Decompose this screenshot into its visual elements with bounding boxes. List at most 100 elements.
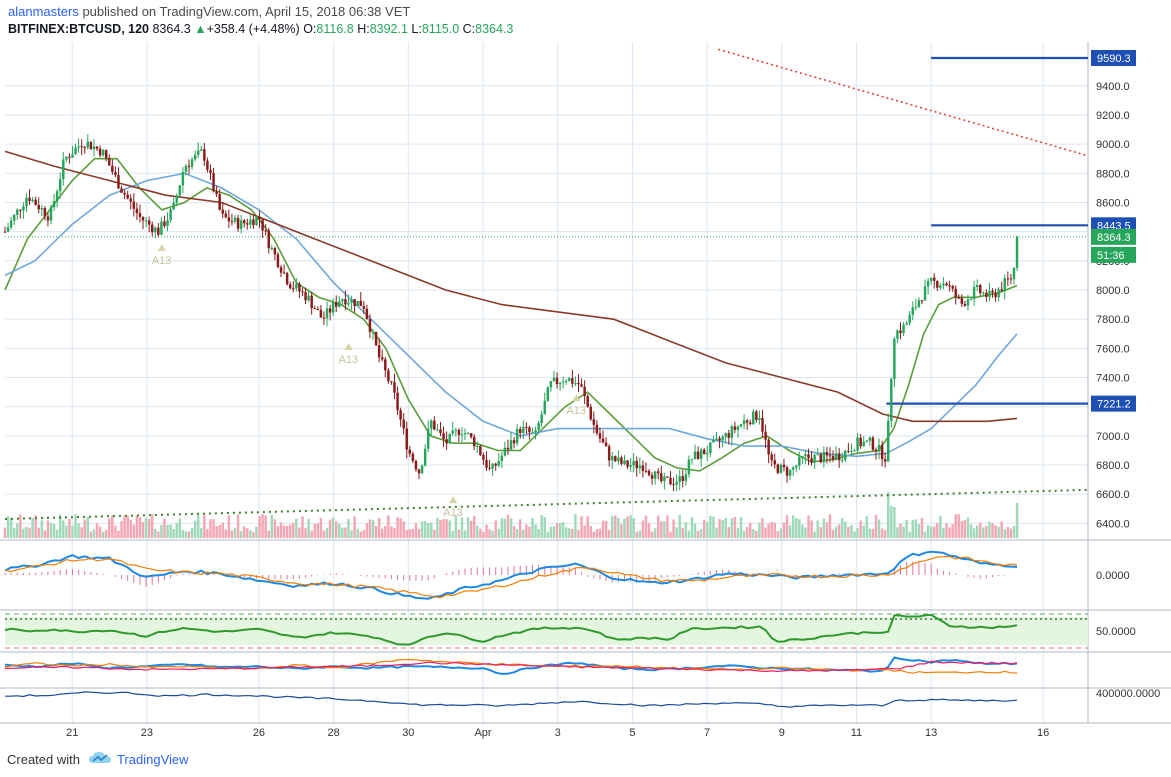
candle-body bbox=[58, 179, 62, 192]
volume-bar bbox=[313, 523, 316, 538]
candle-body bbox=[801, 456, 804, 458]
price-tick: 9000.0 bbox=[1096, 139, 1130, 151]
candle-body bbox=[985, 292, 988, 297]
volume-bar bbox=[40, 520, 44, 538]
tradingview-brand[interactable]: TradingView bbox=[117, 752, 189, 767]
volume-bar bbox=[583, 525, 586, 538]
volume-bar bbox=[752, 529, 755, 538]
volume-bar bbox=[68, 518, 71, 538]
candle-body bbox=[224, 213, 228, 218]
candle-body bbox=[22, 206, 25, 211]
price-axis[interactable]: 9400.09200.09000.08800.08600.08400.08200… bbox=[1091, 50, 1136, 530]
volume-bar bbox=[169, 524, 172, 538]
candle-body bbox=[319, 309, 323, 318]
candle-body bbox=[166, 220, 169, 227]
volume-bar bbox=[108, 518, 111, 538]
candle-body bbox=[948, 285, 951, 287]
candle-body bbox=[163, 221, 166, 227]
volume-bar bbox=[384, 525, 387, 538]
time-tick: 16 bbox=[1037, 727, 1049, 739]
volume-bar bbox=[203, 514, 206, 538]
candle-body bbox=[574, 382, 577, 384]
candle-body bbox=[1012, 267, 1016, 280]
volume-bar bbox=[181, 530, 185, 538]
candle-body bbox=[715, 438, 718, 440]
candle-body bbox=[384, 359, 387, 371]
volume-bar bbox=[558, 523, 562, 538]
candle-body bbox=[1009, 278, 1013, 280]
volume-bar bbox=[135, 515, 139, 538]
volume-bar bbox=[316, 523, 320, 538]
price-tick: 8600.0 bbox=[1096, 197, 1130, 209]
candle-body bbox=[215, 191, 218, 195]
time-axis[interactable]: 21 23 26 28 30 Apr 3 5 7 9 11 13 16 bbox=[66, 727, 1049, 739]
candle-body bbox=[423, 448, 427, 466]
volume-bar bbox=[957, 514, 961, 538]
candle-body bbox=[770, 454, 773, 461]
volume-bar bbox=[77, 523, 80, 538]
candle-body bbox=[791, 467, 795, 470]
candle-body bbox=[359, 300, 362, 307]
candle-body bbox=[83, 147, 86, 149]
volume-bar bbox=[479, 528, 482, 538]
candle-body bbox=[86, 141, 90, 148]
candle-body bbox=[43, 208, 47, 217]
candle-body bbox=[877, 444, 881, 452]
volume-bar bbox=[758, 522, 761, 538]
author-name[interactable]: alanmasters bbox=[8, 4, 79, 19]
candle-body bbox=[767, 439, 770, 455]
price-tick: 9200.0 bbox=[1096, 110, 1130, 122]
volume-bar bbox=[374, 526, 378, 538]
candle-body bbox=[236, 217, 240, 229]
volume-bar bbox=[319, 517, 323, 538]
candle-body bbox=[362, 306, 366, 309]
candle-body bbox=[123, 192, 126, 195]
candle-body bbox=[488, 467, 491, 469]
candle-body bbox=[304, 292, 307, 301]
volume-bar bbox=[638, 530, 642, 538]
volume-bar bbox=[764, 527, 767, 538]
candle-body bbox=[742, 420, 746, 425]
volume-bar bbox=[249, 530, 252, 538]
trading-chart[interactable]: A13 A13 A13 A13 0.0000 50.0000 400000.0000 94… bbox=[0, 0, 1171, 740]
volume-bar bbox=[310, 530, 313, 538]
candle-body bbox=[160, 221, 163, 235]
candle-body bbox=[255, 216, 258, 226]
candle-body bbox=[328, 308, 332, 313]
candle-body bbox=[580, 384, 583, 387]
candle-body bbox=[696, 451, 700, 459]
volume-bar bbox=[650, 531, 654, 538]
candle-body bbox=[405, 428, 408, 450]
volume-bar bbox=[883, 530, 887, 538]
candle-body bbox=[871, 437, 875, 450]
volume-bar bbox=[779, 528, 783, 538]
volume-bar bbox=[322, 530, 326, 538]
candle-body bbox=[184, 165, 188, 172]
volume-bars bbox=[3, 491, 1019, 538]
candle-body bbox=[598, 433, 602, 439]
candle-body bbox=[497, 461, 500, 466]
candle-body bbox=[804, 454, 807, 457]
low-value: 8115.0 bbox=[421, 22, 460, 36]
candle-body bbox=[939, 285, 942, 288]
candle-body bbox=[313, 308, 316, 310]
volume-bar bbox=[736, 527, 740, 538]
footer: Created with TradingView bbox=[0, 740, 1171, 777]
volume-bar bbox=[847, 526, 850, 538]
candle-body bbox=[331, 302, 335, 313]
volume-bar bbox=[37, 527, 40, 538]
volume-bar bbox=[408, 529, 412, 538]
volume-bar bbox=[129, 519, 132, 538]
volume-bar bbox=[776, 531, 780, 538]
volume-bar bbox=[178, 518, 182, 538]
candle-body bbox=[341, 299, 344, 302]
volume-bar bbox=[890, 505, 893, 538]
volume-bar bbox=[19, 514, 22, 538]
volume-bar bbox=[525, 524, 528, 538]
candle-body bbox=[810, 458, 813, 463]
volume-bar bbox=[831, 530, 835, 538]
candle-body bbox=[687, 459, 691, 475]
volume-bar bbox=[908, 531, 911, 538]
oscillator-line bbox=[4, 613, 1018, 646]
candle-body bbox=[620, 457, 623, 464]
